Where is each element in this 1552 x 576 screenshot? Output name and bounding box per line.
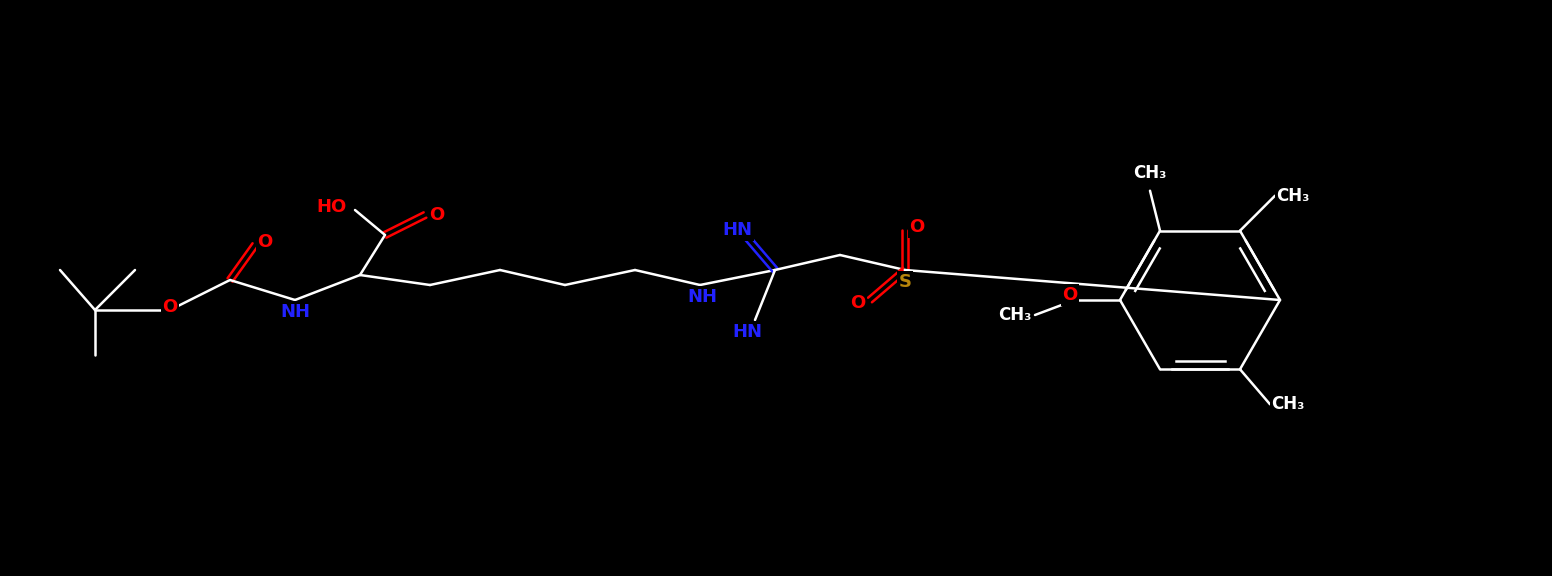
Text: HN: HN [722,221,753,239]
Text: S: S [899,273,911,291]
Text: CH₃: CH₃ [1271,395,1305,414]
Text: CH₃: CH₃ [998,306,1032,324]
Text: O: O [430,206,444,224]
Text: NH: NH [688,288,717,306]
Text: HO: HO [317,198,348,216]
Text: HN: HN [733,323,762,341]
Text: O: O [258,233,273,251]
Text: CH₃: CH₃ [1133,164,1167,181]
Text: O: O [909,218,925,236]
Text: O: O [163,298,177,316]
Text: CH₃: CH₃ [1276,187,1310,204]
Text: NH: NH [279,303,310,321]
Text: O: O [1063,286,1077,304]
Text: O: O [850,294,866,312]
